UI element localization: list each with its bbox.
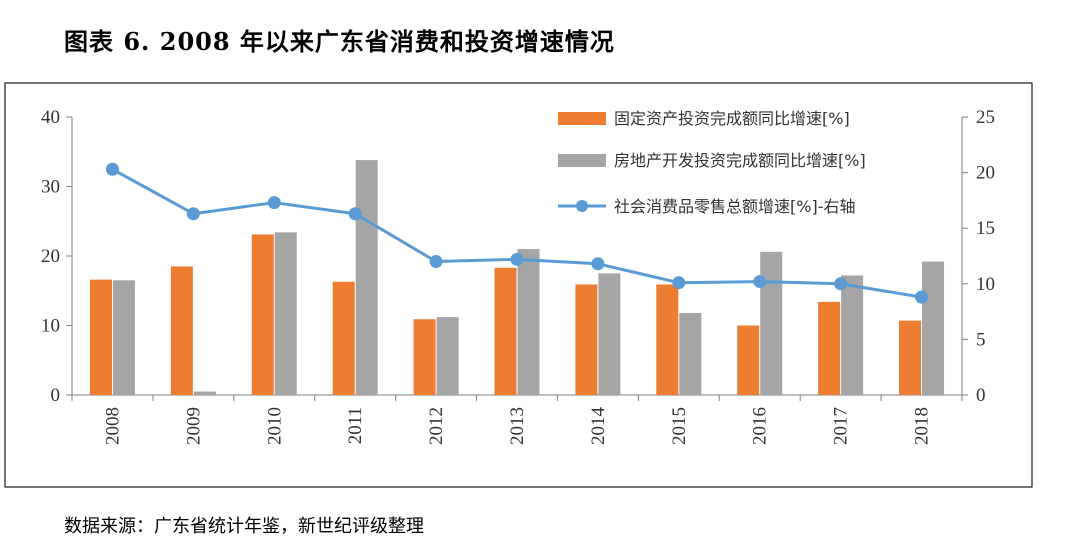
bar-fixed-asset bbox=[89, 279, 112, 395]
right-tick-label: 15 bbox=[976, 218, 995, 239]
figure-title: 图表 6. 2008 年以来广东省消费和投资增速情况 bbox=[64, 27, 615, 56]
bar-real-estate bbox=[841, 275, 864, 395]
x-tick-label: 2015 bbox=[669, 407, 690, 445]
x-tick-label: 2010 bbox=[264, 407, 285, 445]
right-tick-label: 20 bbox=[976, 163, 995, 184]
retail-sales-point bbox=[348, 207, 362, 221]
bar-fixed-asset bbox=[656, 284, 679, 395]
right-tick-label: 5 bbox=[976, 329, 986, 350]
legend-fixed-asset-swatch bbox=[558, 112, 606, 125]
retail-sales-point bbox=[753, 275, 767, 289]
line-series bbox=[105, 162, 929, 304]
bar-real-estate bbox=[436, 317, 459, 395]
legend: 固定资产投资完成额同比增速[%] 房地产开发投资完成额同比增速[%] 社会消费品零售… bbox=[558, 109, 866, 216]
legend-real-estate-swatch bbox=[558, 154, 606, 167]
bar-fixed-asset bbox=[737, 325, 760, 395]
bar-fixed-asset bbox=[413, 319, 436, 395]
retail-sales-point bbox=[834, 277, 848, 291]
legend-retail-sales-label: 社会消费品零售总额增速[%]-右轴 bbox=[614, 197, 855, 216]
retail-sales-point bbox=[591, 257, 605, 271]
left-tick-label: 10 bbox=[41, 316, 60, 337]
x-tick-label: 2009 bbox=[183, 407, 204, 445]
left-tick-label: 20 bbox=[41, 246, 60, 267]
bar-real-estate bbox=[274, 232, 297, 395]
retail-sales-point bbox=[429, 255, 443, 269]
x-tick-label: 2012 bbox=[426, 407, 447, 445]
bar-real-estate bbox=[355, 160, 378, 395]
left-tick-label: 40 bbox=[41, 107, 60, 128]
x-tick-label: 2011 bbox=[345, 407, 366, 444]
x-tick-label: 2008 bbox=[102, 407, 123, 445]
right-tick-label: 25 bbox=[976, 107, 995, 128]
right-tick-label: 0 bbox=[976, 385, 986, 406]
bar-fixed-asset bbox=[575, 284, 598, 395]
left-tick-label: 0 bbox=[51, 385, 61, 406]
retail-sales-point bbox=[915, 290, 929, 304]
x-tick-label: 2017 bbox=[831, 407, 852, 445]
bar-fixed-asset bbox=[170, 266, 193, 395]
bar-fixed-asset bbox=[818, 301, 841, 395]
retail-sales-point bbox=[510, 252, 524, 266]
x-tick-label: 2014 bbox=[588, 407, 609, 446]
bar-real-estate bbox=[760, 251, 783, 395]
right-tick-label: 10 bbox=[976, 274, 995, 295]
x-tick-label: 2018 bbox=[912, 407, 933, 445]
retail-sales-point bbox=[105, 162, 119, 176]
bar-fixed-asset bbox=[251, 234, 274, 395]
bar-real-estate bbox=[922, 261, 945, 395]
left-tick-label: 30 bbox=[41, 177, 60, 198]
bar-real-estate bbox=[679, 312, 702, 395]
bar-fixed-asset bbox=[899, 320, 922, 395]
legend-retail-sales-marker bbox=[576, 200, 588, 212]
retail-sales-point bbox=[186, 207, 200, 221]
retail-sales-point bbox=[267, 196, 281, 210]
bar-fixed-asset bbox=[332, 281, 355, 395]
x-tick-label: 2016 bbox=[750, 407, 771, 445]
x-tick-label: 2013 bbox=[507, 407, 528, 445]
legend-real-estate-label: 房地产开发投资完成额同比增速[%] bbox=[614, 151, 866, 170]
axes: 0 10 20 30 40 0 5 10 15 20 25 2008 2009 2010 2011 2012 2… bbox=[41, 107, 995, 445]
bar-real-estate bbox=[112, 280, 135, 395]
source-note: 数据来源：广东省统计年鉴，新世纪评级整理 bbox=[64, 516, 424, 537]
bars bbox=[89, 160, 945, 395]
bar-real-estate bbox=[193, 391, 216, 395]
bar-real-estate bbox=[598, 273, 621, 395]
retail-sales-point bbox=[672, 276, 686, 290]
bar-fixed-asset bbox=[494, 267, 517, 395]
bar-real-estate bbox=[517, 249, 540, 395]
legend-fixed-asset-label: 固定资产投资完成额同比增速[%] bbox=[614, 109, 850, 128]
